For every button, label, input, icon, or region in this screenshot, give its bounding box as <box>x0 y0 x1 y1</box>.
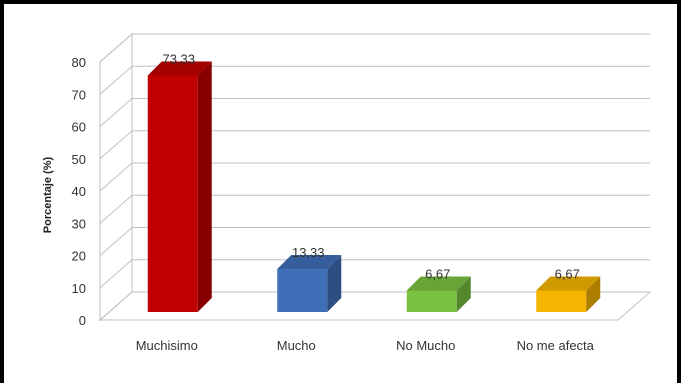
bar-top <box>147 61 212 76</box>
bars <box>147 61 601 313</box>
y-tick-label: 20 <box>72 249 86 264</box>
bar-side <box>197 61 212 313</box>
bar-front <box>147 75 198 313</box>
bar-top <box>277 255 342 270</box>
y-axis-title: Porcentaje (%) <box>42 156 54 233</box>
y-tick-label: 80 <box>72 55 86 70</box>
bar <box>277 255 342 312</box>
gridline <box>99 98 650 127</box>
bar <box>536 276 601 312</box>
data-label: 13,33 <box>292 245 325 260</box>
y-tick-label: 10 <box>72 281 86 296</box>
gridline <box>99 227 650 256</box>
gridline <box>99 259 650 289</box>
gridline <box>99 194 650 224</box>
x-category-label: No Mucho <box>396 338 455 353</box>
y-tick-label: 60 <box>72 120 86 135</box>
x-axis: Muchisimo Mucho No Mucho No me afecta <box>136 338 595 353</box>
gridline <box>99 130 650 160</box>
gridline <box>99 65 650 95</box>
y-tick-label: 40 <box>72 184 86 199</box>
bar-side <box>586 276 601 312</box>
x-category-label: Mucho <box>277 338 316 353</box>
bar <box>406 276 471 312</box>
grid <box>98 32 652 322</box>
bar-top <box>536 276 601 291</box>
x-category-label: Muchisimo <box>136 338 198 353</box>
bar-side <box>327 255 342 312</box>
bar-front <box>406 290 457 312</box>
gridline <box>99 291 650 321</box>
data-label: 6,67 <box>555 266 580 281</box>
data-label: 6,67 <box>425 266 450 281</box>
bar <box>147 61 212 313</box>
data-labels: 73,33 13,33 6,67 6,67 <box>162 52 579 282</box>
gridline <box>99 33 650 63</box>
bar-top <box>406 276 471 291</box>
gridline <box>99 162 650 192</box>
bar-side <box>456 276 471 312</box>
y-tick-label: 70 <box>72 87 86 102</box>
y-tick-label: 50 <box>72 152 86 167</box>
x-category-label: No me afecta <box>517 338 595 353</box>
bar-front <box>277 269 328 312</box>
y-tick-label: 0 <box>79 313 86 328</box>
y-axis: 0 10 20 30 40 50 60 70 80 <box>72 55 86 328</box>
data-label: 73,33 <box>162 52 195 67</box>
y-tick-label: 30 <box>72 216 86 231</box>
bar-front <box>536 290 587 312</box>
